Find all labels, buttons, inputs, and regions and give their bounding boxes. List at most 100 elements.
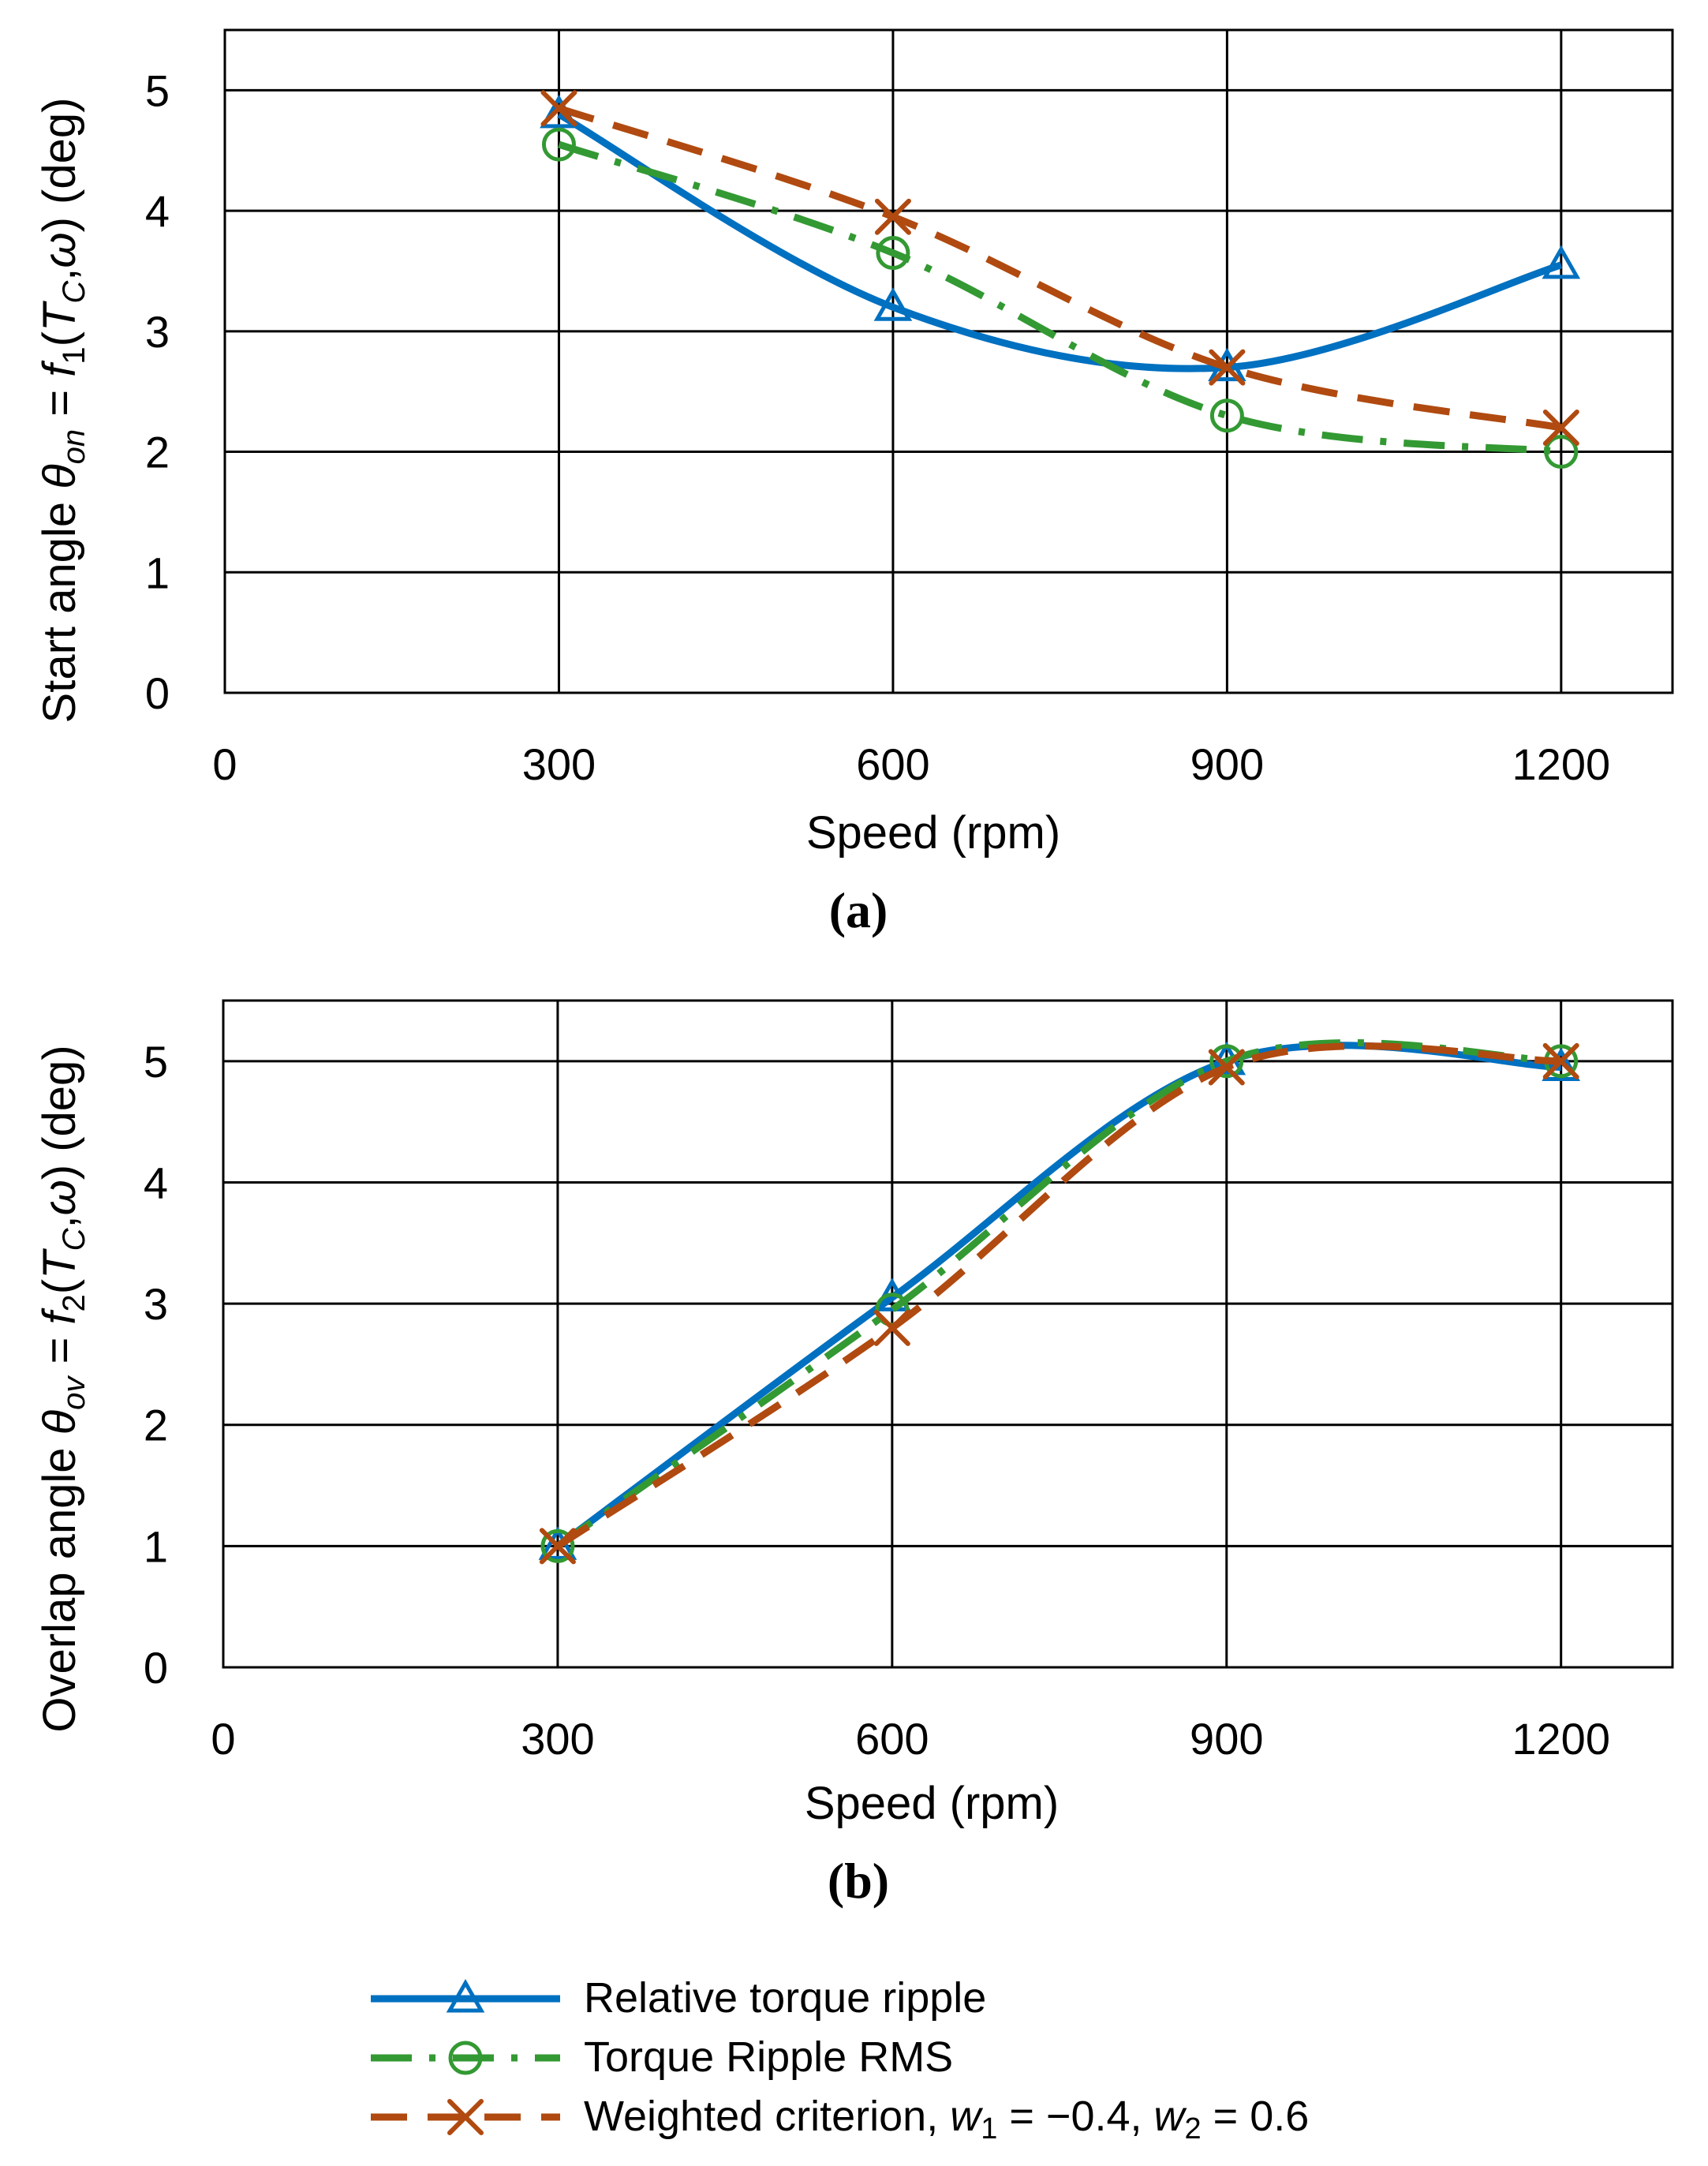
data-point-torque-ripple-rms-a-600 <box>876 236 910 271</box>
legend-w2-val: = 0.6 <box>1202 2093 1310 2140</box>
legend-marker-2 <box>447 2099 484 2135</box>
y-tick-label-b-2: 2 <box>144 1401 168 1450</box>
legend-swatch-weighted-criterion <box>371 2099 560 2135</box>
series-line-torque-ripple-rms-a <box>558 140 1562 456</box>
y-axis-title-a-close: ) <box>34 217 85 232</box>
y-axis-title-b-symbol: θ <box>34 1410 85 1435</box>
y-axis-title-a-func-sub: 1 <box>57 346 92 364</box>
data-point-weighted-criterion-b-300 <box>539 1528 576 1565</box>
data-point-weighted-criterion-a-300 <box>540 90 577 127</box>
x-tick-label-b-900: 900 <box>1190 1714 1263 1764</box>
series-weighted-criterion-a <box>540 90 1579 446</box>
legend-weighted-prefix: Weighted criterion, <box>584 2093 950 2140</box>
x-tick-label-a-0: 0 <box>212 739 237 789</box>
y-axis-title-b-arg1-sub: C <box>57 1227 92 1251</box>
x-tick-label-a-900: 900 <box>1190 739 1264 789</box>
y-tick-label-a-0: 0 <box>145 668 170 718</box>
x-tick-label-b-0: 0 <box>211 1714 235 1764</box>
legend-w2-sub: 2 <box>1185 2112 1202 2145</box>
legend: Relative torque ripple Torque Ripple RMS… <box>371 1974 1309 2145</box>
x-tick-label-b-1200: 1200 <box>1512 1714 1610 1764</box>
y-tick-label-a-5: 5 <box>145 65 170 115</box>
panel-label-a: (a) <box>829 882 888 938</box>
x-tick-label-b-600: 600 <box>855 1714 929 1764</box>
legend-marker-0 <box>446 1978 485 2013</box>
y-axis-title-b-sep: , <box>34 1215 85 1228</box>
series-torque-ripple-rms-a <box>541 127 1579 469</box>
y-tick-label-a-4: 4 <box>145 186 170 236</box>
data-point-torque-ripple-rms-b-900 <box>1209 1044 1244 1079</box>
y-tick-label-a-3: 3 <box>145 307 170 357</box>
x-tick-label-a-600: 600 <box>856 739 929 789</box>
x-tick-label-a-300: 300 <box>522 739 596 789</box>
x-axis-title-b: Speed (rpm) <box>805 1778 1059 1829</box>
x-tick-label-a-1200: 1200 <box>1512 739 1611 789</box>
x-tick-label-b-300: 300 <box>521 1714 594 1764</box>
gridlines-a <box>225 30 1672 693</box>
y-axis-title-b: Overlap angle θov = f2(TC,ω) (deg) <box>34 1045 92 1732</box>
data-point-torque-ripple-rms-a-1200 <box>1544 435 1579 469</box>
data-point-relative-torque-ripple-a-600 <box>873 287 913 321</box>
x-tick-labels-a: 0 300 600 900 1200 <box>212 739 1610 789</box>
y-axis-title-b-arg1: T <box>34 1248 85 1279</box>
legend-label-relative-torque-ripple: Relative torque ripple <box>584 1974 986 2022</box>
y-axis-title-a: Start angle θon = f1(TC,ω) (deg) <box>34 98 92 724</box>
data-point-weighted-criterion-a-600 <box>874 198 911 235</box>
data-point-weighted-criterion-a-900 <box>1209 349 1246 386</box>
y-axis-title-b-prefix: Overlap angle <box>34 1435 85 1732</box>
y-axis-title-a-mid: = <box>34 377 85 429</box>
series-line-weighted-criterion-a <box>558 104 1562 432</box>
gridlines-b <box>223 1001 1672 1667</box>
series-line-weighted-criterion-b <box>555 1042 1561 1550</box>
y-axis-title-b-arg2: ω <box>34 1180 85 1215</box>
y-axis-title-a-symbol: θ <box>34 464 85 488</box>
y-tick-label-b-3: 3 <box>144 1279 168 1329</box>
data-point-weighted-criterion-a-1200 <box>1542 410 1579 446</box>
data-point-weighted-criterion-b-600 <box>873 1309 910 1346</box>
x-axis-title-a: Speed (rpm) <box>806 807 1060 859</box>
y-axis-title-a-open: ( <box>34 331 85 346</box>
data-point-relative-torque-ripple-b-1200 <box>1542 1047 1581 1081</box>
y-axis-title-a-arg1-sub: C <box>57 280 92 304</box>
series-weighted-criterion-b <box>539 1042 1579 1565</box>
y-axis-title-a-unit: (deg) <box>34 98 85 218</box>
y-tick-label-b-1: 1 <box>144 1521 168 1571</box>
chart-panel-a: 0 300 600 900 1200 0 1 2 3 4 5 Speed (rpm) Start … <box>34 28 1674 938</box>
series-layer-b <box>538 1038 1581 1565</box>
legend-label-weighted-criterion: Weighted criterion, w1 = −0.4, w2 = 0.6 <box>584 2093 1309 2145</box>
plot-frame-b <box>222 999 1674 1669</box>
legend-label-torque-ripple-rms: Torque Ripple RMS <box>584 2033 953 2081</box>
chart-panel-b: 0 300 600 900 1200 0 1 2 3 4 5 Speed (rpm) Overla… <box>34 999 1674 1909</box>
y-tick-labels-a: 0 1 2 3 4 5 <box>145 65 170 718</box>
y-axis-title-a-arg1: T <box>34 301 85 331</box>
series-line-relative-torque-ripple-a <box>557 111 1563 372</box>
y-tick-label-b-0: 0 <box>144 1643 168 1693</box>
series-layer-a <box>540 90 1581 469</box>
y-axis-title-b-open: ( <box>34 1279 85 1294</box>
y-axis-title-a-prefix: Start angle <box>34 489 85 724</box>
series-line-relative-torque-ripple-b <box>555 1042 1561 1549</box>
y-tick-label-b-5: 5 <box>144 1037 168 1087</box>
y-axis-title-b-close: ) <box>34 1165 85 1180</box>
legend-swatch-torque-ripple-rms <box>371 2041 560 2075</box>
y-axis-title-a-arg2: ω <box>34 232 85 267</box>
legend-w2: w <box>1154 2093 1187 2140</box>
y-axis-title-b-func-sub: 2 <box>57 1294 92 1311</box>
y-axis-title-a-symbol-sub: on <box>57 429 92 465</box>
legend-w1-sub: 1 <box>981 2112 997 2145</box>
panel-label-b: (b) <box>828 1853 889 1909</box>
data-point-weighted-criterion-b-900 <box>1208 1049 1245 1086</box>
data-point-torque-ripple-rms-a-900 <box>1209 398 1244 433</box>
y-tick-labels-b: 0 1 2 3 4 5 <box>144 1037 168 1693</box>
y-axis-title-b-unit: (deg) <box>34 1045 85 1165</box>
y-tick-label-a-2: 2 <box>145 428 170 477</box>
data-point-weighted-criterion-b-1200 <box>1542 1042 1579 1079</box>
legend-swatch-relative-torque-ripple <box>371 1978 560 2013</box>
plot-frame-a <box>223 28 1674 694</box>
data-point-torque-ripple-rms-b-300 <box>540 1528 575 1563</box>
y-axis-title-b-symbol-sub: ov <box>57 1375 92 1410</box>
data-point-relative-torque-ripple-a-1200 <box>1542 245 1581 279</box>
y-tick-label-b-4: 4 <box>144 1158 168 1207</box>
